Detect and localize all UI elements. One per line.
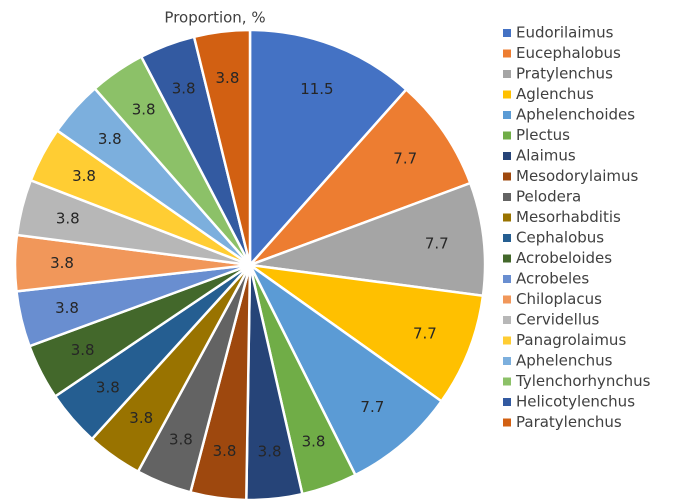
legend-label: Mesorhabditis: [516, 208, 621, 226]
data-label: 3.8: [216, 69, 240, 87]
legend-label: Eudorilaimus: [516, 24, 614, 42]
data-label: 3.8: [98, 130, 122, 148]
legend-swatch: [503, 49, 511, 58]
legend-swatch: [503, 377, 511, 386]
legend-label: Alaimus: [516, 147, 576, 165]
data-label: 7.7: [413, 324, 437, 342]
legend-swatch: [503, 275, 511, 283]
legend-label: Eucephalobus: [516, 44, 621, 62]
data-label: 3.8: [72, 167, 96, 185]
data-label: 3.8: [169, 430, 193, 448]
data-label: 7.7: [393, 149, 417, 167]
legend-swatch: [503, 152, 511, 160]
data-label: 3.8: [132, 100, 156, 118]
legend-swatch: [503, 357, 511, 365]
data-label: 11.5: [300, 80, 333, 98]
legend-swatch: [503, 172, 511, 181]
data-label: 3.8: [213, 442, 237, 460]
legend-label: Cervidellus: [516, 311, 600, 329]
data-label: 3.8: [258, 442, 282, 460]
data-label: 3.8: [302, 432, 326, 450]
pie-slice: [192, 28, 252, 266]
legend-label: Acrobeles: [516, 270, 589, 288]
data-label: 3.8: [71, 341, 95, 359]
legend-label: Acrobeloides: [516, 249, 612, 267]
legend-swatch: [503, 193, 511, 201]
legend-swatch: [503, 316, 511, 324]
pie-slice: [248, 28, 409, 269]
data-label: 3.8: [96, 379, 120, 397]
data-label: 3.8: [129, 409, 153, 427]
legend-label: Panagrolaimus: [516, 331, 626, 349]
legend-label: Tylenchorhynchus: [515, 372, 651, 390]
data-label: 3.8: [172, 80, 196, 98]
legend-swatch: [503, 398, 511, 406]
legend-swatch: [503, 213, 511, 222]
data-label: 3.8: [56, 209, 80, 227]
legend-label: Aphelenchus: [516, 352, 613, 370]
legend-label: Plectus: [516, 126, 570, 144]
legend-label: Aglenchus: [516, 85, 594, 103]
legend-swatch: [503, 336, 511, 345]
legend-label: Pelodera: [516, 188, 581, 206]
legend-swatch: [503, 418, 511, 427]
legend-swatch: [503, 70, 511, 78]
legend-swatch: [503, 111, 511, 119]
legend-swatch: [503, 254, 511, 263]
pie-slice: [249, 263, 485, 404]
pie-slice: [248, 263, 444, 477]
pie-slice: [249, 181, 487, 298]
legend-swatch: [503, 234, 511, 242]
legend-swatch: [503, 90, 511, 99]
data-label: 7.7: [360, 398, 384, 416]
legend-swatch: [503, 295, 511, 304]
legend-label: Helicotylenchus: [516, 393, 635, 411]
data-label: 3.8: [50, 254, 74, 272]
pie-slice: [249, 87, 472, 267]
data-label: 7.7: [425, 234, 449, 252]
legend-label: Pratylenchus: [516, 65, 613, 83]
chart-title: Proportion, %: [164, 9, 265, 27]
legend-label: Mesodorylaimus: [516, 167, 639, 185]
legend-swatch: [503, 29, 511, 37]
legend-label: Chiloplacus: [516, 290, 602, 308]
legend-label: Cephalobus: [516, 229, 604, 247]
legend-label: Paratylenchus: [516, 413, 622, 431]
legend-label: Aphelenchoides: [516, 106, 635, 124]
legend-swatch: [503, 131, 511, 140]
data-label: 3.8: [55, 299, 79, 317]
